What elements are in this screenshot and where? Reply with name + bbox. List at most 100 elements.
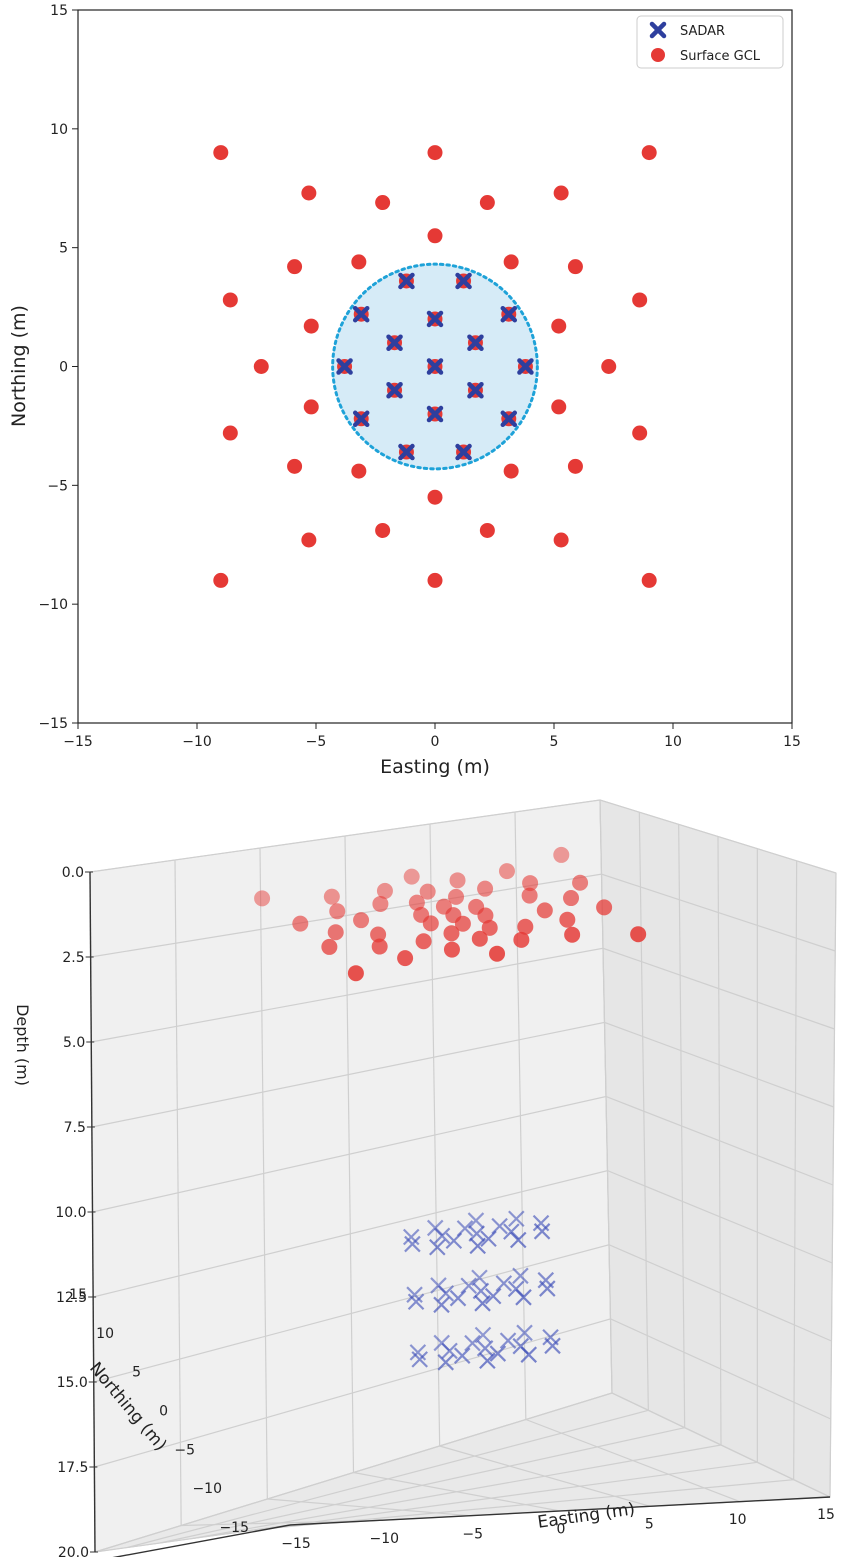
depth-tick-label: 20.0 <box>58 1545 89 1557</box>
surface-gcl-point <box>641 572 657 588</box>
plan-view-chart: −15 −10 −5 0 5 10 15 15 10 5 0 −5 −10 −15 Easting (m… <box>8 3 801 778</box>
surface-gcl-point-3d <box>415 933 432 950</box>
3d-sadar-series <box>402 1210 561 1371</box>
easting-tick-label: 0 <box>557 1522 566 1538</box>
depth-tick-label: 10.0 <box>55 1205 86 1221</box>
sadar-point <box>426 310 444 328</box>
surface-gcl-point-3d <box>292 915 309 932</box>
sadar-point-3d <box>469 1237 486 1255</box>
surface-gcl-point <box>479 522 495 538</box>
surface-gcl-point-3d <box>489 945 506 962</box>
surface-gcl-point-3d <box>372 895 389 912</box>
sadar-point-3d <box>512 1267 529 1285</box>
surface-gcl-point <box>641 145 657 161</box>
surface-gcl-point <box>222 292 238 308</box>
sadar-point <box>500 410 518 428</box>
sadar-point <box>467 382 484 399</box>
surface-gcl-point <box>287 259 303 275</box>
surface-gcl-point-3d <box>321 938 338 955</box>
surface-gcl-point-3d <box>449 872 466 889</box>
surface-gcl-point <box>375 522 391 538</box>
surface-gcl-point-3d <box>454 915 471 932</box>
sadar-point <box>352 410 370 428</box>
depth-tick-label: 2.5 <box>62 950 84 966</box>
3d-view-chart: 0.02.55.07.510.012.515.017.520.0 151050−… <box>13 799 837 1557</box>
sadar-point-3d <box>508 1210 525 1228</box>
legend-sadar-marker-icon <box>649 21 667 39</box>
surface-gcl-point <box>503 463 519 479</box>
floor-grid-line <box>257 1479 794 1531</box>
surface-gcl-point-3d <box>371 938 388 955</box>
x-tick-label: −10 <box>182 734 212 750</box>
surface-gcl-point-3d <box>448 888 465 905</box>
y-tick-label: 15 <box>50 3 68 19</box>
sadar-point <box>386 334 403 351</box>
vertical-grid-line <box>259 847 268 1500</box>
surface-gcl-point <box>632 425 648 441</box>
depth-tick-label: 5.0 <box>63 1035 85 1051</box>
surface-gcl-point-3d <box>481 919 498 936</box>
x-tick-label: 10 <box>664 734 682 750</box>
northing-tick-label: 0 <box>159 1404 168 1420</box>
floor-grid-line <box>611 1392 831 1498</box>
plan-view-y-ticks: 15 10 5 0 −5 −10 −15 <box>38 3 78 732</box>
northing-tick-label: 15 <box>69 1287 87 1303</box>
surface-gcl-point-3d <box>498 863 515 880</box>
surface-gcl-point <box>503 254 519 270</box>
surface-gcl-point-3d <box>370 926 387 943</box>
depth-tick-label: 0.0 <box>62 865 84 881</box>
surface-gcl-point-3d <box>376 882 393 899</box>
sadar-point-3d <box>411 1351 428 1368</box>
surface-gcl-point <box>632 292 648 308</box>
easting-tick-label: 10 <box>729 1512 747 1528</box>
3d-surface-gcl-series <box>254 846 647 982</box>
northing-tick-label: −10 <box>192 1481 222 1497</box>
sadar-point <box>517 358 534 375</box>
surface-gcl-point <box>601 359 617 374</box>
sadar-point-3d <box>499 1332 517 1349</box>
sadar-point <box>426 358 444 375</box>
surface-gcl-point <box>213 145 229 161</box>
plan-view-y-axis-label: Northing (m) <box>8 305 30 427</box>
x-tick-label: −15 <box>63 734 93 750</box>
sadar-point-3d <box>467 1212 485 1229</box>
surface-gcl-point <box>301 185 317 201</box>
sadar-point-3d <box>453 1347 471 1364</box>
3d-northing-ticks: 15 10 5 0 −5 −10 −15 <box>69 1287 249 1536</box>
sadar-point-3d <box>437 1354 454 1371</box>
sadar-point <box>352 305 370 323</box>
surface-gcl-point-3d <box>323 888 340 905</box>
surface-gcl-point-3d <box>329 903 346 920</box>
sadar-point-3d <box>520 1346 538 1363</box>
surface-gcl-point <box>375 195 391 211</box>
depth-tick-label: 7.5 <box>64 1120 86 1136</box>
y-tick-label: −5 <box>47 478 68 494</box>
surface-gcl-point-3d <box>517 918 534 935</box>
vertical-grid-line <box>717 836 722 1446</box>
surface-gcl-point <box>553 532 569 548</box>
y-tick-label: −15 <box>38 716 68 732</box>
surface-gcl-point-3d <box>403 868 420 885</box>
sadar-point-3d <box>544 1337 561 1355</box>
easting-tick-label: 5 <box>645 1517 654 1533</box>
sadar-point <box>467 334 484 351</box>
surface-gcl-point-3d <box>443 941 460 958</box>
sadar-point-3d <box>516 1324 533 1342</box>
surface-gcl-point-3d <box>327 924 344 941</box>
y-tick-label: 5 <box>59 241 68 257</box>
3d-depth-axis-label: Depth (m) <box>13 1004 32 1086</box>
surface-gcl-point <box>222 425 238 441</box>
sadar-point-3d <box>437 1285 455 1302</box>
sadar-point-3d <box>495 1275 513 1292</box>
sadar-point-3d <box>474 1326 492 1344</box>
northing-tick-label: 10 <box>96 1326 114 1342</box>
surface-gcl-point-3d <box>564 926 581 943</box>
northing-tick-label: −15 <box>219 1520 249 1536</box>
sadar-point-3d <box>429 1238 446 1256</box>
sadar-point-3d <box>539 1280 556 1297</box>
sadar-point-3d <box>433 1296 450 1314</box>
surface-gcl-point <box>427 572 443 588</box>
surface-gcl-point-3d <box>347 965 364 982</box>
surface-gcl-point <box>213 572 229 588</box>
surface-gcl-point <box>479 195 495 211</box>
